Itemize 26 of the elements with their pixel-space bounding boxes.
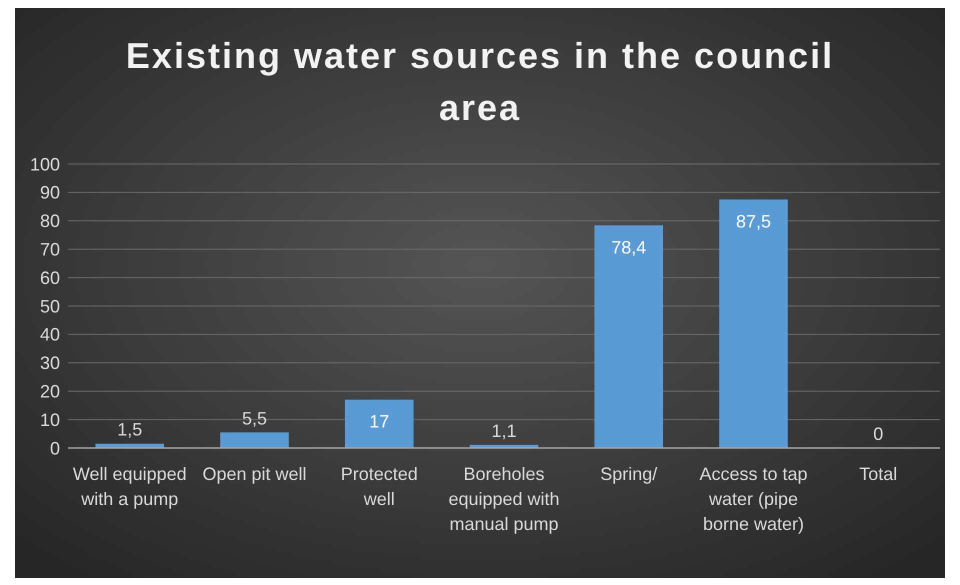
- y-tick-label: 80: [40, 211, 60, 232]
- data-label: 87,5: [736, 212, 772, 232]
- y-tick-label: 60: [40, 268, 60, 288]
- x-tick-label: Spring/: [600, 464, 658, 484]
- x-tick-label: Protected well: [340, 464, 418, 509]
- y-tick-label: 0: [50, 438, 60, 458]
- y-tick-label: 30: [40, 353, 60, 374]
- data-label: 78,4: [611, 237, 646, 258]
- y-tick-label: 40: [40, 324, 60, 345]
- data-label: 1,5: [117, 420, 142, 440]
- y-tick-label: 70: [40, 240, 60, 260]
- x-tick-label: Boreholes equipped with manual pump: [448, 464, 560, 534]
- x-tick-label: Access to tap water (pipe borne water): [699, 464, 808, 534]
- y-tick-label: 100: [30, 154, 60, 174]
- chart-title: Existing water sources in the council area: [126, 35, 834, 128]
- y-tick-label: 50: [40, 296, 60, 316]
- data-label: 17: [369, 412, 390, 432]
- x-tick-label: Well equipped with a pump: [72, 464, 187, 509]
- x-tick-label: Open pit well: [202, 464, 307, 484]
- data-label: 5,5: [242, 408, 268, 428]
- x-tick-label: Total: [859, 464, 898, 484]
- y-tick-label: 20: [40, 382, 60, 402]
- y-tick-label: 10: [40, 410, 60, 430]
- data-label: 0: [873, 424, 884, 444]
- data-label: 1,1: [491, 420, 517, 441]
- y-tick-label: 90: [40, 182, 60, 203]
